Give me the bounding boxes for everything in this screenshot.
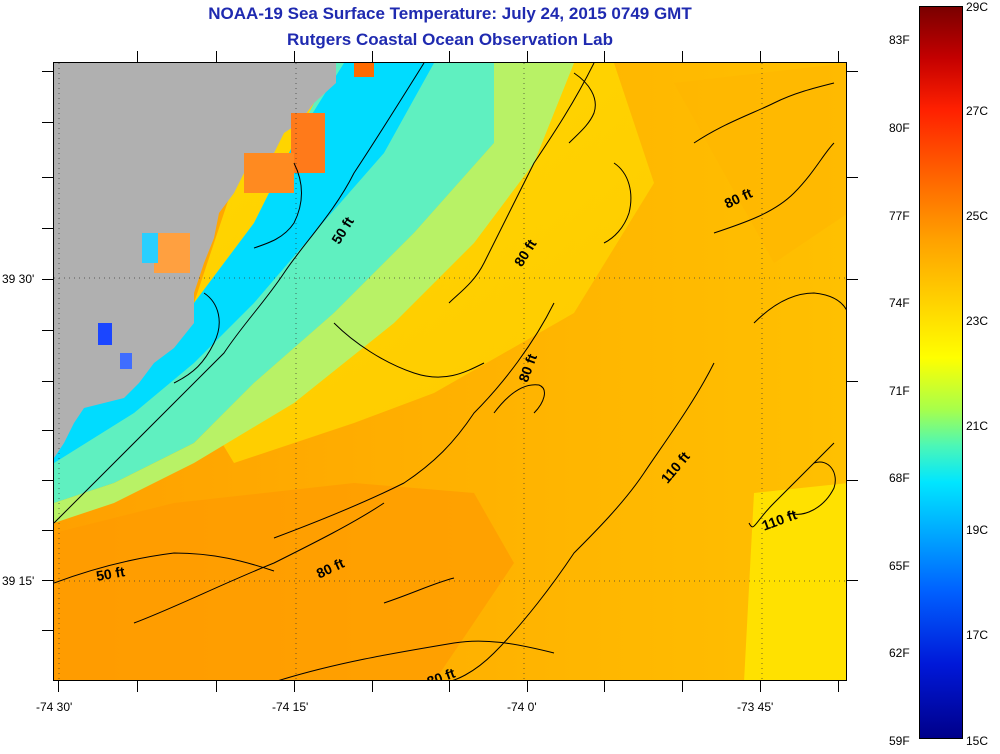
- colorbar-f-77: 77F: [889, 209, 910, 223]
- green-transition: [54, 63, 574, 523]
- colorbar-c-25: 25C: [966, 209, 989, 223]
- cold-pixel: [120, 353, 132, 369]
- colorbar-c-17: 17C: [966, 628, 989, 642]
- lon-label-74-15: -74 15': [272, 700, 309, 714]
- grid-lines: [54, 63, 846, 680]
- chart-subtitle: Rutgers Coastal Ocean Observation Lab: [287, 30, 613, 49]
- lon-label-74-0: -74 0': [507, 700, 537, 714]
- warm-pixel: [354, 63, 374, 77]
- colorbar-c-19: 19C: [966, 523, 989, 537]
- colorbar-f-83: 83F: [889, 33, 910, 47]
- warm-pixel: [154, 233, 190, 273]
- colorbar-f-80: 80F: [889, 121, 910, 135]
- colorbar-f-65: 65F: [889, 559, 910, 573]
- sst-map-image: 50 ft 50 ft 80 ft 80 ft 80 ft 80 ft 80 f…: [54, 63, 846, 680]
- depth-label: 50 ft: [95, 563, 126, 584]
- chart-title: NOAA-19 Sea Surface Temperature: July 24…: [208, 4, 692, 23]
- colorbar-c-27: 27C: [966, 104, 989, 118]
- warm-pixel: [244, 153, 294, 193]
- colorbar-f-71: 71F: [889, 384, 910, 398]
- sst-map[interactable]: 50 ft 50 ft 80 ft 80 ft 80 ft 80 ft 80 f…: [53, 62, 847, 681]
- bathymetry-contours: [54, 63, 846, 680]
- colorbar-f-62: 62F: [889, 646, 910, 660]
- colorbar-c-23: 23C: [966, 314, 989, 328]
- warm-pixel: [291, 113, 325, 173]
- colorbar-f-59: 59F: [889, 734, 910, 748]
- cool-pixel: [142, 233, 158, 263]
- lat-label-39-30: 39 30': [2, 272, 35, 286]
- lat-label-39-15: 39 15': [2, 574, 35, 588]
- lon-label-73-45: -73 45': [737, 700, 774, 714]
- colorbar-c-15: 15C: [966, 734, 989, 748]
- colorbar-c-21: 21C: [966, 419, 989, 433]
- yellow-patch-northeast: [674, 63, 846, 263]
- colorbar-c-29: 29C: [966, 0, 989, 14]
- lon-label-74-30: -74 30': [36, 700, 73, 714]
- temperature-colorbar: [919, 6, 963, 739]
- colorbar-f-68: 68F: [889, 471, 910, 485]
- cold-pixel: [98, 323, 112, 345]
- colorbar-f-74: 74F: [889, 296, 910, 310]
- yellow-patch-east: [744, 483, 846, 680]
- cool-coastal-band: [54, 63, 534, 503]
